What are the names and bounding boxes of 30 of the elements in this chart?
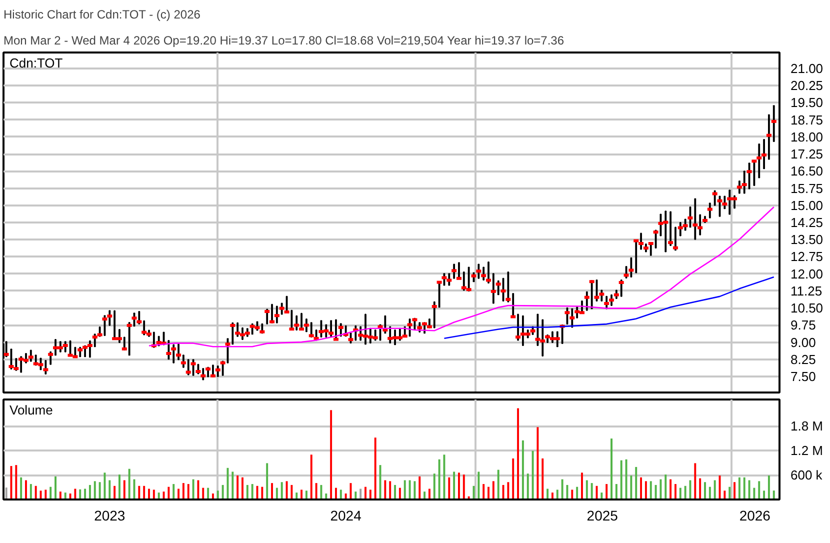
y-tick-label: 16.50 bbox=[790, 164, 824, 179]
y-tick-label: 600 k bbox=[790, 468, 823, 483]
y-tick-label: 1.2 M bbox=[790, 443, 824, 458]
chart-subtitle: Mon Mar 2 - Wed Mar 4 2026 Op=19.20 Hi=19.37 Lo=17.80 Cl=18.68 Vol=219,504 Year hi=19.37 lo=7.36 bbox=[4, 34, 564, 48]
annotation: Volume bbox=[10, 402, 53, 418]
x-tick-label: 2026 bbox=[739, 508, 771, 524]
y-tick-label: 15.75 bbox=[790, 180, 824, 196]
y-tick-label: 18.75 bbox=[790, 112, 824, 128]
x-tick-label: 2025 bbox=[586, 508, 618, 524]
y-tick-label: 21.00 bbox=[790, 60, 824, 76]
annotation: Cdn:TOT bbox=[10, 56, 63, 70]
y-tick-label: 12.75 bbox=[790, 249, 824, 264]
y-tick-label: 10.50 bbox=[790, 300, 824, 316]
y-tick-label: 13.50 bbox=[790, 232, 824, 248]
y-tick-label: 9.75 bbox=[790, 318, 816, 333]
y-tick-label: 20.25 bbox=[790, 78, 824, 94]
x-tick-label: 2024 bbox=[330, 508, 362, 524]
y-tick-label: 15.00 bbox=[790, 198, 824, 213]
y-tick-label: 8.25 bbox=[790, 352, 816, 367]
y-tick-label: 9.00 bbox=[790, 334, 816, 350]
y-tick-label: 17.25 bbox=[790, 146, 824, 162]
y-tick-label: 18.00 bbox=[790, 129, 824, 144]
y-tick-label: 1.8 M bbox=[790, 418, 824, 434]
y-tick-label: 11.25 bbox=[790, 283, 822, 298]
y-tick-label: 7.50 bbox=[790, 369, 816, 384]
y-tick-label: 12.00 bbox=[790, 266, 824, 282]
chart-title: Historic Chart for Cdn:TOT - (c) 2026 bbox=[4, 8, 201, 22]
x-tick-label: 2023 bbox=[94, 508, 126, 524]
y-tick-label: 14.25 bbox=[790, 215, 824, 230]
y-tick-label: 19.50 bbox=[790, 95, 824, 110]
